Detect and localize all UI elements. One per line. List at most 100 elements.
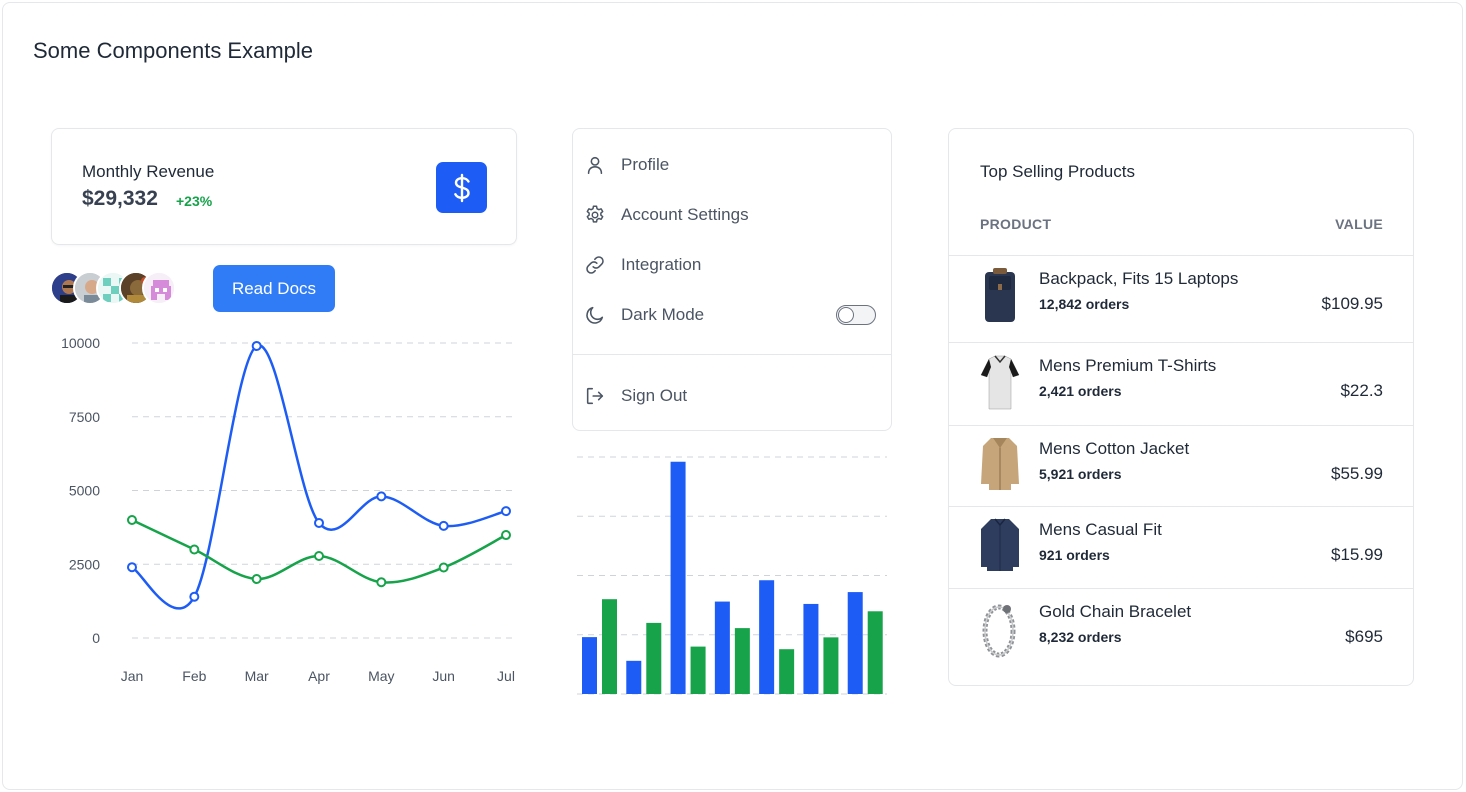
data-point (314, 550, 324, 561)
product-value: $695 (1345, 627, 1383, 646)
product-name: Mens Casual Fit (1039, 520, 1162, 539)
bar (823, 637, 839, 694)
product-value: $55.99 (1331, 464, 1383, 483)
x-tick-label: May (368, 668, 394, 684)
dollar-icon (436, 162, 487, 213)
revenue-card: Monthly Revenue $29,332 +23% (51, 128, 517, 245)
product-orders: 8,232 orders (1039, 629, 1122, 645)
products-title: Top Selling Products (980, 162, 1135, 181)
top-products-card: Top Selling Products PRODUCT VALUE Backp… (948, 128, 1414, 686)
product-value: $109.95 (1321, 294, 1383, 313)
x-tick-label: Jun (432, 668, 455, 684)
table-row[interactable]: Gold Chain Bracelet 8,232 orders $695 (949, 588, 1413, 685)
table-row[interactable]: Backpack, Fits 15 Laptops 12,842 orders … (949, 255, 1413, 342)
menu-item-label: Profile (621, 155, 670, 174)
product-orders: 2,421 orders (1039, 383, 1122, 399)
y-tick-label: 2500 (69, 556, 100, 572)
bar (847, 592, 863, 694)
x-tick-label: Mar (245, 668, 269, 684)
menu-item-integration[interactable]: Integration (583, 245, 883, 285)
line-chart: 0 2500 5000 7500 10000 Jan Feb Mar Apr May Jun Jul (61, 335, 515, 684)
data-point (501, 506, 511, 517)
table-row[interactable]: Mens Premium T-Shirts 2,421 orders $22.3 (949, 342, 1413, 425)
menu-item-account-settings[interactable]: Account Settings (583, 195, 883, 235)
product-orders: 12,842 orders (1039, 296, 1130, 312)
bar (646, 622, 662, 694)
product-value: $22.3 (1340, 381, 1383, 400)
menu-item-profile[interactable]: Profile (583, 145, 883, 185)
page-title: Some Components Example (33, 38, 314, 63)
x-tick-label: Jan (121, 668, 144, 684)
product-name: Mens Cotton Jacket (1039, 439, 1190, 458)
data-point (127, 515, 137, 525)
avatar[interactable] (142, 271, 176, 305)
data-point (376, 577, 387, 588)
toggle-knob (838, 307, 854, 323)
bar (582, 637, 597, 694)
tshirt-image (980, 355, 1020, 410)
menu-item-label: Dark Mode (621, 305, 705, 324)
data-point (501, 530, 511, 541)
revenue-value: $29,332 (82, 187, 158, 210)
bar (690, 646, 706, 694)
user-icon (583, 153, 607, 177)
y-tick-label: 5000 (69, 483, 100, 499)
link-icon (583, 253, 607, 277)
menu-item-label: Account Settings (621, 205, 749, 224)
backpack-image (985, 268, 1015, 322)
data-point (251, 340, 262, 351)
bar (626, 660, 642, 694)
bar (734, 628, 750, 694)
bar-chart (577, 456, 887, 695)
revenue-delta: +23% (176, 193, 213, 209)
gear-icon (583, 203, 607, 227)
product-orders: 5,921 orders (1039, 466, 1122, 482)
x-tick-label: Feb (182, 668, 206, 684)
series-line-1 (131, 344, 507, 610)
data-point (189, 591, 200, 602)
user-menu: Profile Account Settings Integration Dar… (572, 128, 892, 431)
bracelet-image (982, 604, 1016, 658)
bar (602, 599, 617, 694)
menu-item-label: Sign Out (621, 386, 688, 405)
menu-divider (573, 354, 891, 355)
read-docs-button[interactable]: Read Docs (213, 265, 335, 312)
column-header-product: PRODUCT (980, 216, 1052, 232)
bar (759, 580, 775, 694)
y-tick-label: 7500 (69, 409, 100, 425)
product-orders: 921 orders (1039, 547, 1110, 563)
jacket-image (981, 438, 1019, 490)
product-value: $15.99 (1331, 545, 1383, 564)
bar (670, 461, 686, 694)
menu-item-sign-out[interactable]: Sign Out (583, 376, 883, 416)
casual-shirt-image (981, 518, 1019, 571)
product-name: Backpack, Fits 15 Laptops (1039, 269, 1239, 288)
product-name: Mens Premium T-Shirts (1039, 356, 1217, 375)
sign-out-icon (583, 384, 607, 408)
product-name: Gold Chain Bracelet (1039, 602, 1192, 621)
x-tick-label: Jul (497, 668, 515, 684)
bar (779, 649, 795, 694)
bar (867, 611, 883, 694)
data-point (189, 544, 200, 555)
menu-item-dark-mode[interactable]: Dark Mode (583, 295, 883, 335)
revenue-label: Monthly Revenue (82, 162, 215, 181)
data-point (438, 562, 449, 573)
moon-icon (583, 303, 607, 327)
table-row[interactable]: Mens Casual Fit 921 orders $15.99 (949, 506, 1413, 588)
column-header-value: VALUE (1335, 216, 1383, 232)
data-point (438, 520, 449, 531)
y-tick-label: 10000 (61, 335, 100, 351)
data-point (376, 491, 387, 502)
y-tick-label: 0 (92, 630, 100, 646)
table-row[interactable]: Mens Cotton Jacket 5,921 orders $55.99 (949, 425, 1413, 506)
bar (803, 603, 819, 694)
menu-item-label: Integration (621, 255, 702, 274)
dark-mode-toggle[interactable] (836, 305, 876, 325)
x-tick-label: Apr (308, 668, 330, 684)
data-point (251, 574, 262, 584)
bar (714, 601, 730, 694)
data-point (127, 562, 137, 573)
data-point (314, 517, 324, 528)
